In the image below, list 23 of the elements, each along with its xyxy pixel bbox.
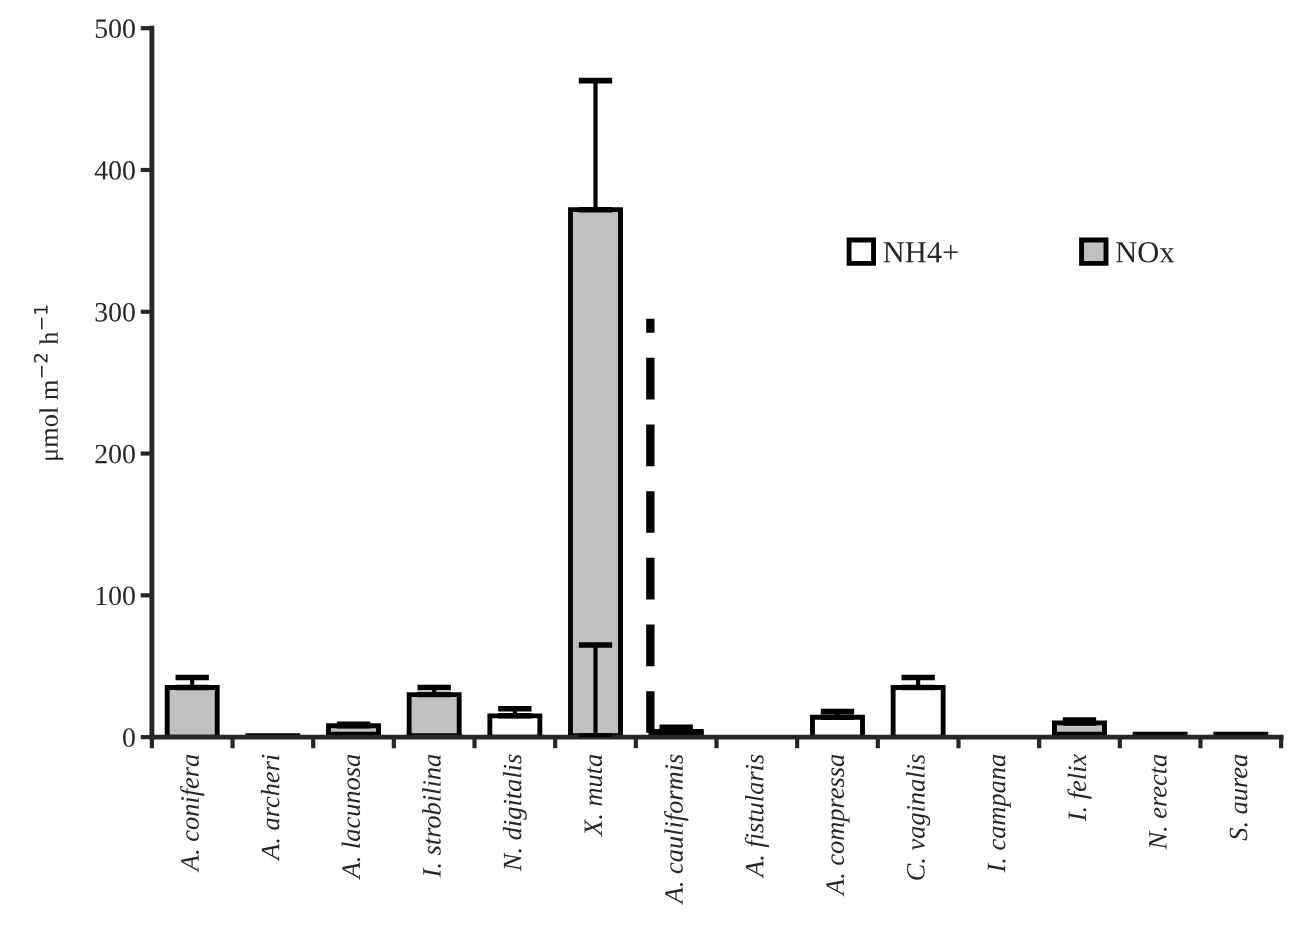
x-tick-label: N. digitalis xyxy=(502,754,527,872)
y-tick-label: 0 xyxy=(123,728,135,748)
legend-label: NH4+ xyxy=(883,242,958,263)
y-tick-label: 200 xyxy=(95,444,135,464)
x-tick-label: I. felix xyxy=(1067,753,1092,822)
y-axis-title: μmol m$^{−2}$ h$^{−1}$ xyxy=(33,305,64,460)
y-tick-label: 400 xyxy=(94,161,135,180)
x-tick-label: A. cauliformis xyxy=(664,754,689,905)
x-tick-label: A. lacunosa xyxy=(341,754,361,880)
x-tick-label: N. erecta xyxy=(1149,754,1167,850)
x-tick-label: X. muta xyxy=(584,754,603,837)
legend-label: NOx xyxy=(1116,242,1175,263)
x-tick-label: I. campana xyxy=(987,754,1011,873)
x-tick-label: C. vaginalis xyxy=(906,754,931,880)
x-tick-label: A. conifera xyxy=(180,754,205,873)
y-tick-label: 500 xyxy=(95,19,135,39)
x-tick-label: I. strobilina xyxy=(422,754,441,878)
y-tick-label: 100 xyxy=(96,586,135,606)
x-tick-label: A. archeri xyxy=(260,754,280,862)
x-tick-label: A. compressa xyxy=(826,754,850,897)
y-tick-label: 300 xyxy=(95,302,135,322)
x-tick-label: S. aurea xyxy=(1229,754,1248,841)
x-tick-label: A. fistularis xyxy=(744,754,769,879)
